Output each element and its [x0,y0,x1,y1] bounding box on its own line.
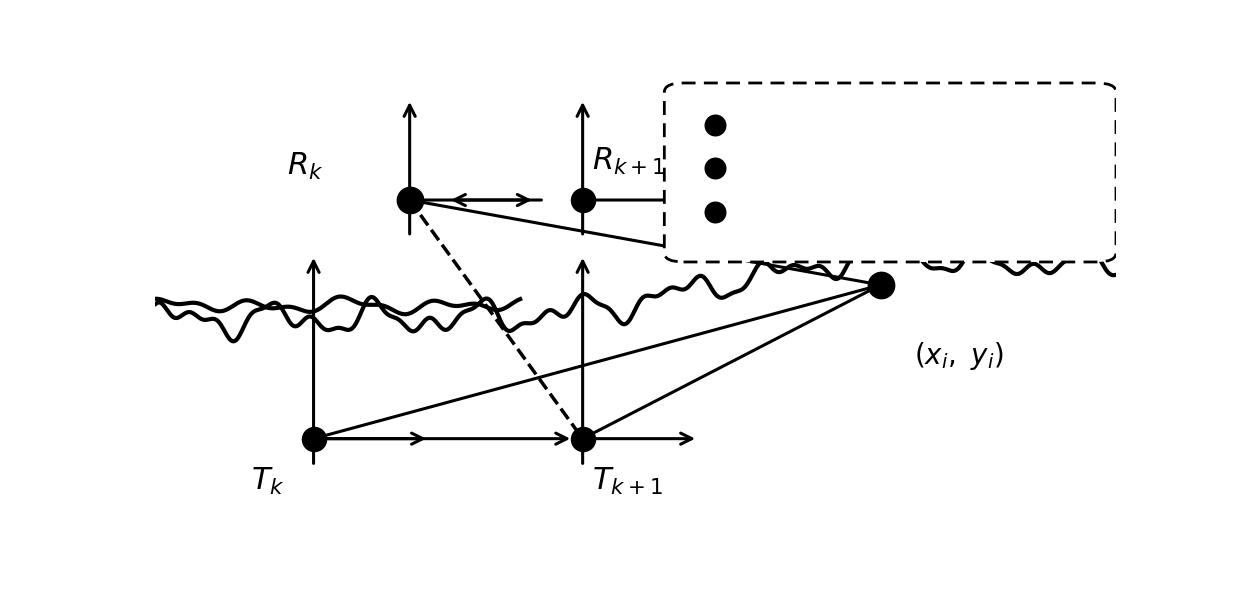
Point [706,163,725,173]
Text: $T_{k+1}$: $T_{k+1}$ [593,466,663,497]
Point [706,207,725,216]
Text: $\mathbf{P}$: $\mathbf{P}$ [919,235,944,266]
Text: $T_k$: $T_k$ [250,466,285,497]
Text: 巡视器不同时刻坐标系原点: 巡视器不同时刻坐标系原点 [755,116,884,134]
Text: 目标点的位置: 目标点的位置 [755,203,820,221]
Text: $R_{k+1}$: $R_{k+1}$ [593,146,666,177]
Point [399,195,419,205]
Point [304,434,324,443]
Point [706,120,725,129]
Text: 地形坐标系不同时刻坐标系原点: 地形坐标系不同时刻坐标系原点 [755,159,906,177]
Point [870,280,890,290]
Point [573,195,593,205]
Point [573,434,593,443]
Text: $(x_i,\ y_i)$: $(x_i,\ y_i)$ [914,340,1004,372]
FancyBboxPatch shape [665,83,1116,262]
Text: $R_k$: $R_k$ [286,151,324,182]
